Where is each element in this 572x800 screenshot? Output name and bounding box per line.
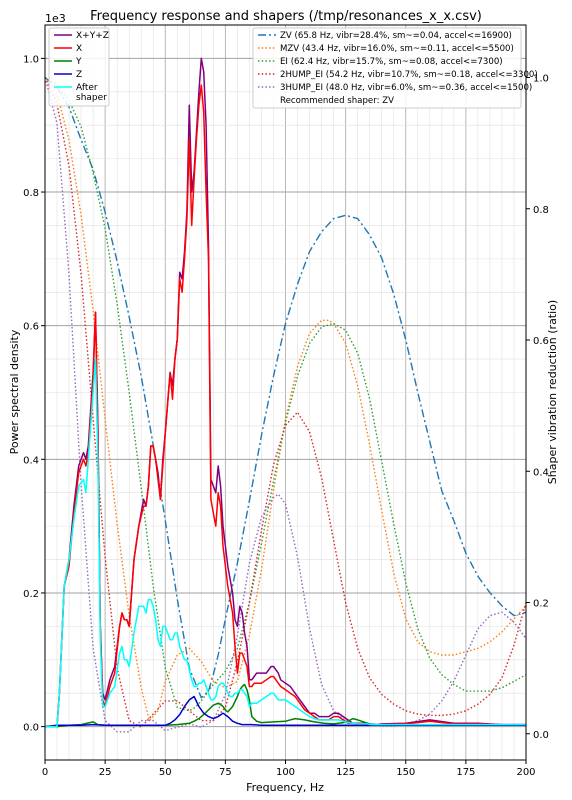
y-tick-label: 0.2 — [23, 589, 39, 600]
x-axis-label: Frequency, Hz — [246, 781, 324, 794]
shaper-line-1 — [44, 77, 527, 723]
legend-left-label: X — [76, 44, 82, 54]
shaper-line-4 — [44, 77, 527, 733]
legend-left-label: After shaper — [76, 83, 107, 103]
legend-right-box — [252, 27, 522, 109]
y2-axis-label: Shaper vibration reduction (ratio) — [546, 300, 559, 484]
y-tick-label: 0.6 — [23, 322, 39, 333]
plot-area — [44, 57, 527, 733]
x-axis: 0 25 50 75 100 125 150 175 200 — [42, 760, 536, 778]
x-tick-label: 50 — [159, 767, 172, 778]
recommendation-text: Recommended shaper: ZV — [280, 96, 394, 106]
shaper-line-2 — [44, 76, 527, 712]
y-tick-label: 0.4 — [23, 455, 39, 466]
y-tick-label: 0.8 — [23, 188, 39, 199]
legend-right-label: 3HUMP_EI (48.0 Hz, vibr=6.0%, sm~=0.36, … — [280, 83, 532, 93]
x-tick-label: 75 — [219, 767, 232, 778]
legend-left-label: X+Y+Z — [76, 31, 109, 41]
y2-tick-label: 1.0 — [533, 74, 549, 85]
psd-line-4 — [45, 358, 526, 728]
y2-axis: 0.0 0.2 0.4 0.6 0.8 1.0 — [526, 74, 549, 741]
x-tick-label: 100 — [276, 767, 295, 778]
legend-left-label: Y — [75, 57, 82, 67]
legend-left-label: Z — [76, 70, 82, 80]
y-tick-label: 0.0 — [23, 723, 39, 734]
legend-right-label: ZV (65.8 Hz, vibr=28.4%, sm~=0.04, accel… — [280, 31, 512, 41]
y2-tick-label: 0.2 — [533, 599, 549, 610]
x-tick-label: 150 — [396, 767, 415, 778]
legend-right-label: 2HUMP_EI (54.2 Hz, vibr=10.7%, sm~=0.18,… — [280, 70, 538, 80]
x-tick-label: 175 — [456, 767, 475, 778]
y2-tick-label: 0.8 — [533, 205, 549, 216]
y-tick-label: 1.0 — [23, 54, 39, 65]
x-tick-label: 0 — [42, 767, 48, 778]
y-axis: 0.0 0.2 0.4 0.6 0.8 1.0 — [23, 54, 45, 734]
x-tick-label: 200 — [516, 767, 535, 778]
y2-tick-label: 0.4 — [533, 467, 549, 478]
x-tick-label: 25 — [99, 767, 112, 778]
y-axis-label: Power spectral density — [8, 329, 21, 454]
y2-tick-label: 0.0 — [533, 730, 549, 741]
y-offset-label: 1e3 — [45, 12, 66, 25]
legend-right: ZV (65.8 Hz, vibr=28.4%, sm~=0.04, accel… — [252, 27, 538, 109]
shaper-line-0 — [44, 76, 527, 699]
y2-tick-label: 0.6 — [533, 336, 549, 347]
chart-title: Frequency response and shapers (/tmp/res… — [90, 9, 482, 24]
x-tick-label: 125 — [336, 767, 355, 778]
legend-right-label: MZV (43.4 Hz, vibr=16.0%, sm~=0.11, acce… — [280, 44, 514, 54]
legend-left: X+Y+Z XYZ After shaper — [48, 27, 110, 107]
legend-right-label: EI (62.4 Hz, vibr=15.7%, sm~=0.08, accel… — [280, 57, 503, 67]
